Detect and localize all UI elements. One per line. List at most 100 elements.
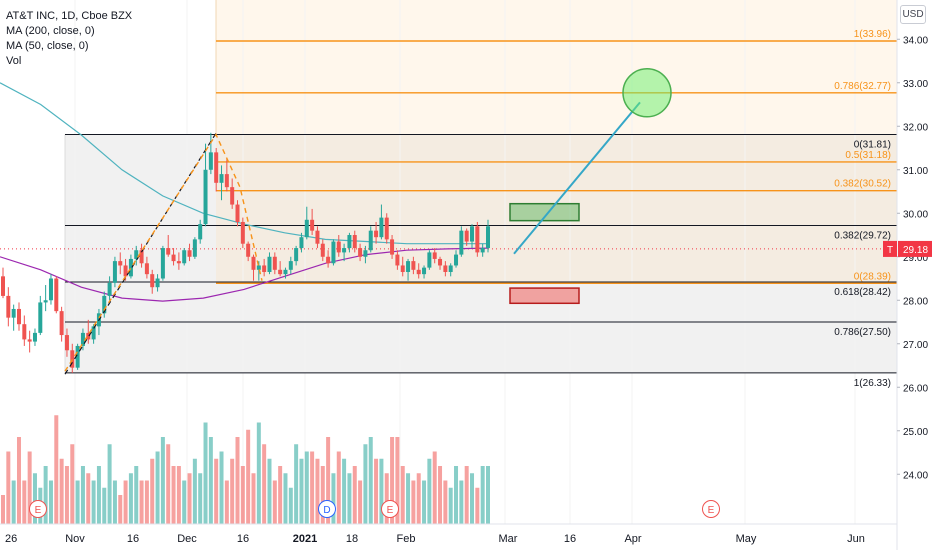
candle-body [427,252,432,268]
price-tick-label: 29.00 [903,253,928,264]
volume-bar [219,451,224,524]
volume-bar [107,444,112,524]
stop-zone[interactable] [509,287,580,305]
event-letter: E [387,505,394,516]
time-axis[interactable]: 26 Nov 16 Dec 16 2021 18 Feb Mar 16 Apr May Jun [0,523,897,545]
volume-bar [294,444,299,524]
target-circle[interactable] [622,68,672,118]
last-price-badge[interactable] [898,240,932,257]
event-marker[interactable] [702,500,720,518]
volume-bar [395,437,400,524]
time-tick-label: 16 [564,533,576,545]
candle-body [374,230,379,238]
volume-bar [59,458,64,524]
candle-body [1,276,5,296]
volume-bar [176,466,181,524]
volume-bar [283,473,288,524]
volume-bar [326,437,331,524]
candle-body [480,248,485,253]
volume-bar [203,422,208,524]
volume-bar [480,466,485,524]
volume-bar [112,480,117,524]
price-tick-label: 26.00 [903,383,928,394]
volume-bar [256,422,261,524]
candle-body [214,152,219,183]
legend-volume[interactable]: Vol [6,55,22,67]
event-marker[interactable] [29,500,47,518]
price-axis[interactable]: 34.00 33.00 32.00 31.00 30.00 29.00 28.00 27.00… [883,0,932,550]
volume-bar [118,495,123,524]
volume-bar [208,437,213,524]
volume-bar [411,480,416,524]
candle-body [123,265,128,277]
candle-body [27,339,32,342]
currency-button[interactable]: USD [900,5,926,24]
candle-body [102,295,107,314]
time-tick-label: 26 [5,533,17,545]
volume-bar [459,480,464,524]
zigzag-orange[interactable] [64,133,263,372]
volume-bar [475,487,480,524]
volume-bar [11,480,16,524]
candle-body [395,254,400,266]
candle-body [59,311,64,336]
time-tick-label: Feb [397,533,416,545]
volume-bar [454,466,459,524]
candle-body [422,267,427,275]
price-axis-bg [897,0,932,550]
volume-bar [288,487,293,524]
time-tick-label: Jun [847,533,865,545]
volume-bar [155,451,160,524]
candle-body [203,169,208,225]
fib-level-label: 0.382(30.52) [834,179,891,190]
candle-body [70,350,75,368]
event-marker[interactable] [381,500,399,518]
volume-bar [240,466,245,524]
candle-body [198,224,203,240]
fib-band-upper [216,0,897,135]
time-tick-label: Nov [65,533,85,545]
legend-ma200[interactable]: MA (200, close, 0) [6,25,95,37]
candle-body [43,300,48,303]
time-tick-label: Mar [499,533,518,545]
candle-body [379,217,384,238]
volume-bar [400,466,405,524]
volume-bar [336,451,341,524]
drawings[interactable] [64,68,672,375]
candle-body [432,252,437,259]
candle-body [219,174,224,183]
fib-level-label: 0.786(32.77) [834,81,891,92]
candle-body [112,261,117,283]
legend-ma50[interactable]: MA (50, close, 0) [6,40,89,52]
volume-bar [448,487,453,524]
candle-body [416,269,421,275]
candle-body [288,261,293,270]
volume-bar [262,444,267,524]
volume-bar [102,487,107,524]
volume-bar [128,473,133,524]
volume-bar [6,451,11,524]
candle-body [448,265,453,272]
candle-body [320,243,325,257]
candle-body [86,332,91,340]
candle-body [470,226,475,242]
candle-body [278,269,283,275]
candle-body [208,152,213,170]
volume-bar [1,495,5,524]
candle-body [246,243,251,257]
volume-bar [64,466,69,524]
volume-bar [27,451,32,524]
time-tick-label: 16 [127,533,139,545]
legend-symbol[interactable]: AT&T INC, 1D, Cboe BZX [6,10,133,22]
volume-bar [347,473,352,524]
target-zone[interactable] [509,202,580,222]
trend-line[interactable] [513,101,641,255]
candle-body [166,248,171,255]
event-marker[interactable] [318,500,336,518]
candle-body [235,204,240,222]
candle-body [230,187,235,205]
fibonacci-levels[interactable]: 1(33.96) 0.786(32.77) 0.5(31.18) 0.382(30.5… [0,29,897,389]
volume-bar [390,437,395,524]
